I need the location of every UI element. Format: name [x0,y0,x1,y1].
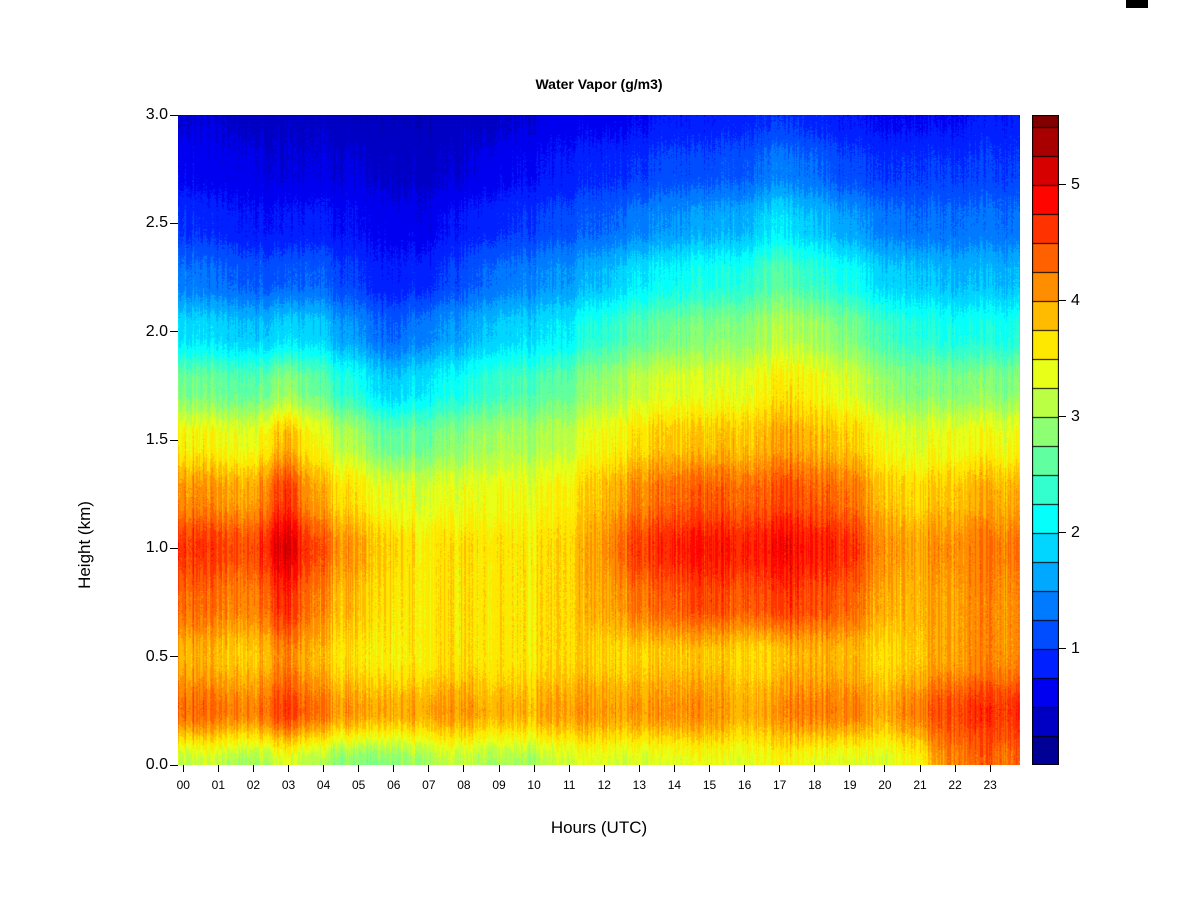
x-tick-label: 05 [351,778,366,792]
x-tick-mark [709,765,710,772]
colorbar-tick-label: 4 [1071,291,1080,309]
colorbar-tick-label: 2 [1071,523,1080,541]
x-tick-label: 00 [176,778,190,792]
y-tick-label: 2.5 [145,214,168,232]
x-tick-mark [498,765,500,772]
x-tick-label: 19 [843,778,857,792]
x-tick-mark [252,765,254,772]
y-tick-mark [170,331,178,333]
y-tick-mark [170,764,178,766]
x-tick-label: 04 [316,778,331,792]
x-tick-label: 18 [808,778,822,792]
x-tick-mark [603,765,605,772]
colorbar-tick-mark [1059,416,1066,418]
x-tick-mark [814,765,816,772]
x-tick-label: 20 [878,778,892,792]
x-tick-label: 09 [492,778,506,792]
colorbar-tick-label: 3 [1071,407,1080,425]
colorbar-canvas [1032,115,1059,765]
x-tick-mark [884,765,886,772]
y-tick-mark [170,114,178,116]
x-tick-label: 08 [457,778,471,792]
colorbar-tick-label: 5 [1071,175,1080,193]
y-tick-label: 1.0 [145,539,168,557]
x-tick-label: 01 [211,778,226,792]
x-tick-mark [288,765,289,772]
x-tick-mark [568,765,570,772]
colorbar-tick-mark [1059,184,1066,186]
chart-title: Water Vapor (g/m3) [535,76,663,92]
x-tick-mark [954,765,956,772]
x-tick-label: 06 [387,778,401,792]
x-tick-label: 15 [702,778,717,792]
x-tick-mark [673,765,675,772]
x-tick-mark [919,765,921,772]
x-tick-mark [428,765,430,772]
x-tick-label: 23 [983,778,997,792]
y-tick-label: 1.5 [145,431,168,448]
x-tick-label: 07 [422,778,436,792]
y-tick-mark [170,439,178,441]
x-tick-label: 02 [246,778,261,792]
x-tick-label: 22 [948,778,962,792]
y-tick-mark [170,547,178,549]
x-tick-mark [849,765,851,772]
x-tick-mark [393,765,395,772]
heatmap-canvas [178,115,1020,765]
x-tick-label: 21 [913,778,927,792]
colorbar-tick-mark [1059,300,1066,302]
y-axis-label: Height (km) [75,501,94,589]
y-tick-label: 0.0 [145,756,168,773]
y-tick-mark [170,222,178,224]
x-tick-mark [323,765,325,772]
x-tick-label: 16 [737,778,752,792]
x-tick-label: 10 [527,778,541,792]
x-tick-mark [358,765,360,772]
x-axis-label: Hours (UTC) [550,818,648,837]
screen-artifact [1126,0,1148,8]
x-tick-label: 14 [667,778,682,792]
x-tick-mark [779,765,781,772]
x-tick-mark [744,765,746,772]
y-tick-label: 3.0 [145,106,168,123]
x-tick-mark [217,765,219,772]
x-tick-mark [638,765,640,772]
y-tick-label: 0.5 [145,647,168,665]
x-tick-mark [182,765,184,772]
y-tick-label: 2.0 [145,322,168,340]
colorbar-tick-mark [1059,648,1066,650]
x-tick-mark [533,765,535,772]
x-tick-label: 03 [281,778,296,792]
x-tick-label: 11 [562,778,576,792]
colorbar-tick-mark [1059,532,1066,534]
x-tick-label: 12 [597,778,611,792]
y-tick-mark [170,656,178,658]
colorbar-tick-label: 1 [1071,639,1080,657]
x-tick-label: 13 [632,778,647,792]
x-tick-mark [463,765,465,772]
x-tick-label: 17 [772,778,787,792]
x-tick-mark [989,765,991,772]
